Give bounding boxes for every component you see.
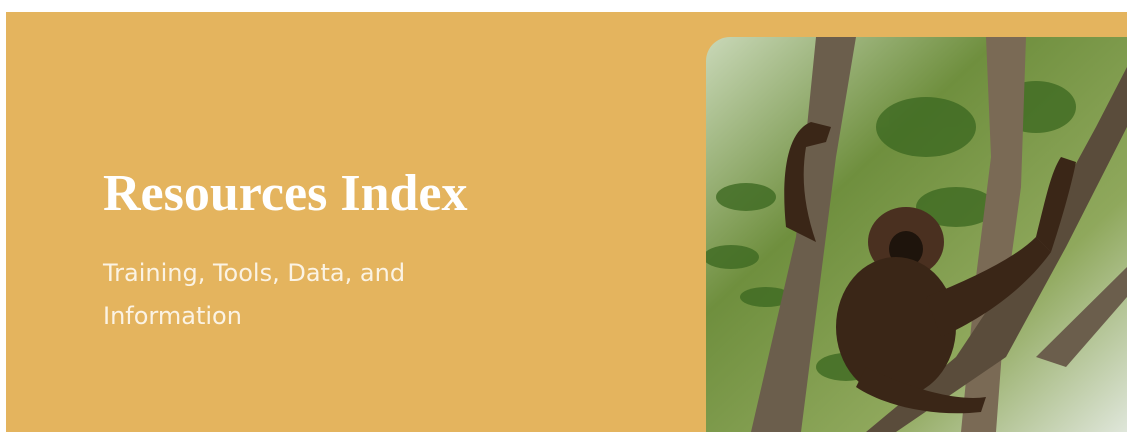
gibbon-photo — [706, 37, 1127, 432]
hero-banner: Resources Index Training, Tools, Data, a… — [6, 12, 1127, 432]
page-subtitle: Training, Tools, Data, and Information — [103, 252, 483, 338]
page-title: Resources Index — [103, 164, 467, 224]
page: Resources Index Training, Tools, Data, a… — [0, 0, 1127, 432]
hero-image — [706, 37, 1127, 432]
